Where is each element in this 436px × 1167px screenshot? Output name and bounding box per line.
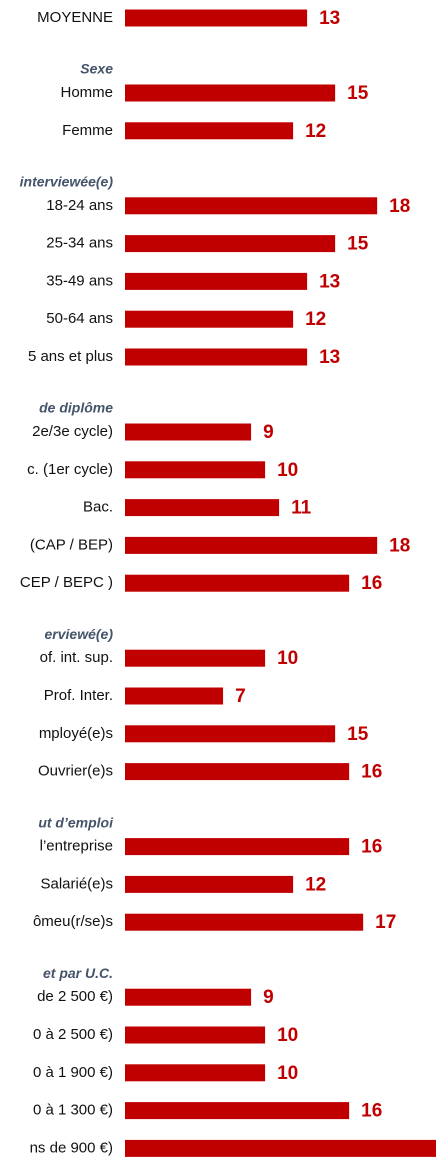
- bar: [125, 9, 308, 27]
- value-label: 10: [277, 1063, 298, 1084]
- bar: [125, 913, 364, 931]
- category-label: Salarié(e)s: [40, 875, 113, 892]
- category-label: Ouvrier(e)s: [38, 763, 113, 780]
- category-label: 5 ans et plus: [28, 348, 113, 365]
- bar: [125, 499, 280, 517]
- category-label: 35-49 ans: [46, 272, 113, 289]
- group-header: et par U.C.: [43, 965, 113, 981]
- value-label: 7: [235, 686, 246, 707]
- category-label: 25-34 ans: [46, 235, 113, 252]
- value-label: 17: [375, 912, 396, 933]
- value-label: 12: [305, 874, 326, 895]
- value-label: 16: [361, 762, 382, 783]
- group-header: de diplôme: [39, 400, 113, 416]
- value-label: 15: [347, 724, 369, 745]
- category-label: de 2 500 €): [37, 988, 113, 1005]
- bar: [125, 649, 266, 667]
- value-label: 12: [305, 121, 326, 142]
- bar: [125, 574, 350, 592]
- value-label: 15: [347, 83, 369, 104]
- bar: [125, 348, 308, 366]
- group-header: ut d’emploi: [38, 814, 114, 830]
- category-label: CEP / BEPC ): [20, 574, 113, 591]
- value-label: 11: [291, 498, 312, 519]
- category-label: l’entreprise: [40, 838, 113, 855]
- group-header: erviewé(e): [45, 626, 114, 642]
- category-label: ns de 900 €): [30, 1139, 113, 1156]
- value-label: 9: [263, 987, 274, 1008]
- bar: [125, 1026, 266, 1044]
- group-header: interviewée(e): [20, 174, 114, 190]
- bar: [125, 875, 294, 893]
- category-label: MOYENNE: [37, 9, 113, 26]
- category-label: Homme: [60, 84, 113, 101]
- category-label: 0 à 1 300 €): [33, 1102, 113, 1119]
- bar: [125, 763, 350, 781]
- bar: [125, 461, 266, 479]
- bar: [125, 988, 252, 1006]
- value-label: 9: [263, 422, 274, 443]
- value-label: 10: [277, 1025, 298, 1046]
- category-label: Femme: [62, 122, 113, 139]
- category-label: 50-64 ans: [46, 310, 113, 327]
- value-label: 12: [305, 309, 326, 330]
- bar: [125, 1139, 436, 1157]
- value-label: 16: [361, 1101, 382, 1122]
- value-label: 10: [277, 460, 298, 481]
- value-label: 15: [347, 234, 369, 255]
- value-label: 13: [319, 347, 340, 368]
- bar: [125, 197, 378, 215]
- value-label: 16: [361, 573, 382, 594]
- bar: [125, 122, 294, 140]
- category-label: (CAP / BEP): [30, 536, 113, 553]
- bar: [125, 1064, 266, 1082]
- value-label: 13: [319, 271, 340, 292]
- group-header: Sexe: [80, 61, 113, 77]
- category-label: of. int. sup.: [40, 649, 113, 666]
- value-label: 18: [389, 535, 410, 556]
- category-label: 0 à 2 500 €): [33, 1026, 113, 1043]
- bar: [125, 423, 252, 441]
- bar: [125, 272, 308, 290]
- bar: [125, 84, 336, 102]
- category-label: 2e/3e cycle): [32, 423, 113, 440]
- category-label: mployé(e)s: [39, 725, 113, 742]
- bar: [125, 310, 294, 328]
- category-label: 18-24 ans: [46, 197, 113, 214]
- bar: [125, 687, 224, 705]
- category-label: Prof. Inter.: [44, 687, 113, 704]
- category-label: 0 à 1 900 €): [33, 1064, 113, 1081]
- bar: [125, 536, 378, 554]
- category-label: c. (1er cycle): [27, 461, 113, 478]
- value-label: 16: [361, 837, 382, 858]
- bar: [125, 838, 350, 856]
- category-label: ômeu(r/se)s: [33, 913, 113, 930]
- value-label: 10: [277, 648, 298, 669]
- category-label: Bac.: [83, 499, 113, 516]
- bar: [125, 235, 336, 253]
- value-label: 13: [319, 8, 340, 29]
- value-label: 18: [389, 196, 410, 217]
- bar: [125, 1102, 350, 1120]
- bar: [125, 725, 336, 743]
